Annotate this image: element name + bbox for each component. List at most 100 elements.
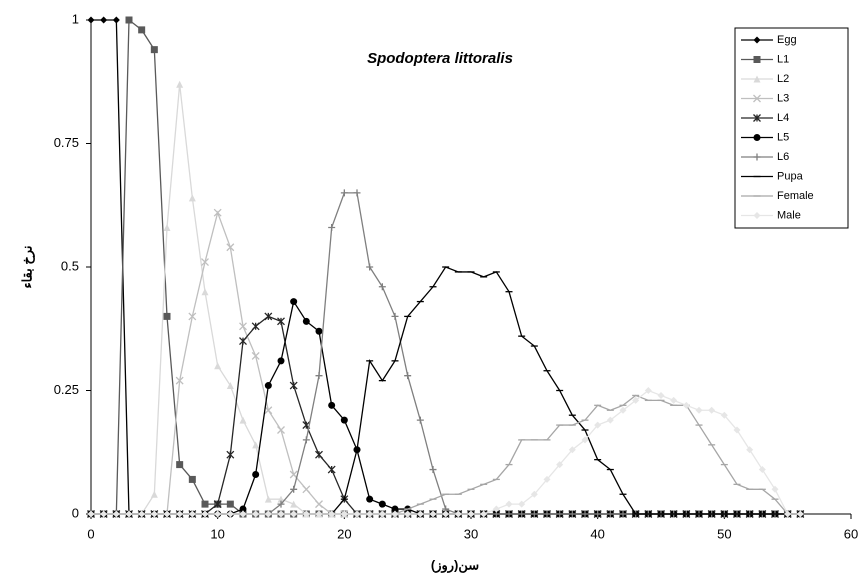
marker xyxy=(188,510,196,518)
x-tick-label: 40 xyxy=(590,526,604,541)
marker xyxy=(290,485,298,493)
legend-label: Pupa xyxy=(777,170,804,182)
marker xyxy=(277,426,285,434)
marker xyxy=(252,510,260,518)
marker xyxy=(505,510,513,518)
marker xyxy=(315,500,323,509)
marker xyxy=(518,500,526,508)
marker xyxy=(112,510,120,518)
marker xyxy=(366,495,374,503)
marker xyxy=(606,510,614,518)
marker xyxy=(568,446,576,454)
marker xyxy=(239,510,247,518)
marker xyxy=(753,153,761,161)
legend-label: L2 xyxy=(777,73,789,85)
marker xyxy=(176,461,184,469)
series-line xyxy=(91,389,801,515)
marker xyxy=(289,470,298,479)
legend-label: L6 xyxy=(777,151,789,163)
series-line xyxy=(91,84,801,515)
marker xyxy=(213,208,222,217)
marker xyxy=(188,475,196,483)
legend-label: L1 xyxy=(777,53,789,65)
marker xyxy=(315,372,323,380)
marker xyxy=(581,510,589,518)
marker xyxy=(568,510,576,518)
marker xyxy=(758,466,766,474)
marker xyxy=(340,416,348,424)
marker xyxy=(176,510,184,518)
marker xyxy=(606,416,614,424)
marker xyxy=(480,510,488,518)
marker xyxy=(226,510,234,518)
marker xyxy=(239,337,247,346)
marker xyxy=(188,312,197,321)
marker xyxy=(251,322,260,331)
marker xyxy=(771,485,779,493)
marker xyxy=(753,56,761,63)
marker xyxy=(543,475,551,483)
marker xyxy=(429,466,437,474)
marker xyxy=(87,510,95,518)
marker xyxy=(353,510,361,518)
y-tick-label: 0.75 xyxy=(54,135,79,150)
marker xyxy=(163,223,171,231)
series-line xyxy=(91,394,801,515)
marker xyxy=(746,446,754,454)
legend-label: L3 xyxy=(777,92,789,104)
marker xyxy=(391,510,399,518)
x-axis-label: سن(روز) xyxy=(431,557,479,573)
marker xyxy=(138,510,146,518)
marker xyxy=(150,490,158,498)
marker xyxy=(251,351,260,360)
marker xyxy=(518,510,526,518)
marker xyxy=(391,505,399,513)
marker xyxy=(682,401,690,409)
marker xyxy=(201,258,209,267)
marker xyxy=(176,80,184,88)
marker xyxy=(315,510,323,518)
marker xyxy=(87,16,95,24)
marker xyxy=(753,36,761,44)
marker xyxy=(100,16,108,24)
legend-label: L5 xyxy=(777,131,789,143)
marker xyxy=(302,436,310,444)
y-tick-label: 0.25 xyxy=(54,382,79,397)
legend-label: L4 xyxy=(777,112,789,124)
marker xyxy=(264,406,273,415)
marker xyxy=(264,510,272,518)
marker xyxy=(556,510,564,518)
marker xyxy=(378,500,386,508)
marker xyxy=(264,495,272,503)
series-line xyxy=(91,266,801,515)
marker xyxy=(378,510,386,518)
marker xyxy=(366,263,374,271)
marker xyxy=(277,495,285,503)
marker xyxy=(138,26,146,34)
marker xyxy=(289,381,298,390)
marker xyxy=(252,470,260,478)
marker xyxy=(530,510,538,518)
marker xyxy=(733,426,741,434)
marker xyxy=(214,510,222,518)
marker xyxy=(163,510,171,518)
y-tick-label: 0 xyxy=(72,505,79,520)
legend-label: Male xyxy=(777,209,801,221)
legend-label: Egg xyxy=(777,34,797,46)
marker xyxy=(226,450,235,459)
chart-title: Spodoptera littoralis xyxy=(367,50,513,67)
marker xyxy=(391,312,399,320)
marker xyxy=(619,510,627,518)
x-tick-label: 20 xyxy=(337,526,351,541)
marker xyxy=(125,16,133,24)
marker xyxy=(264,382,272,390)
legend: Egg L1 L2 L3 L4 L5 L6 Pupa Female Male xyxy=(734,27,849,229)
marker xyxy=(188,194,196,202)
marker xyxy=(150,510,158,518)
marker xyxy=(290,510,298,518)
marker xyxy=(340,189,348,197)
marker xyxy=(264,312,273,321)
y-tick-label: 0.5 xyxy=(61,258,79,273)
marker xyxy=(753,114,761,122)
marker xyxy=(315,450,323,459)
